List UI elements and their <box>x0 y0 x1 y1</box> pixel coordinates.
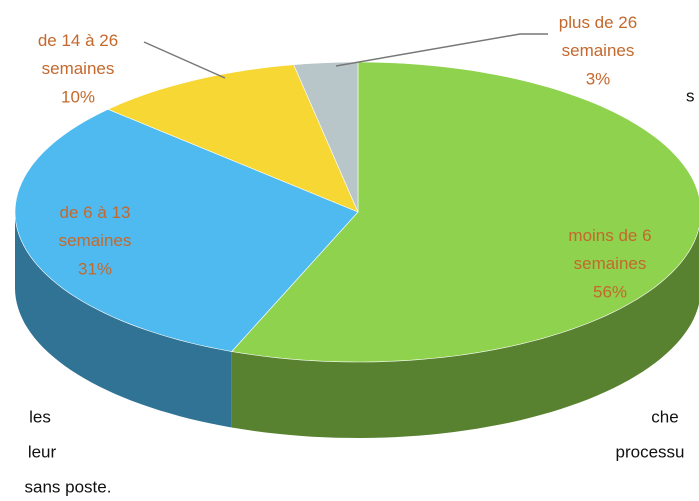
slice-label: moins de 6 semaines <box>568 226 651 273</box>
page-text: sans poste. <box>25 477 112 496</box>
page-text: leur <box>28 442 57 461</box>
page-text: processu <box>616 442 685 461</box>
slice-side <box>15 212 232 428</box>
slice-label: de 14 à 26 semaines <box>38 31 118 78</box>
page-text: s <box>686 86 695 105</box>
slice-value-label: 56% <box>593 282 627 301</box>
slice-label: de 6 à 13 semaines <box>59 203 132 250</box>
slice <box>293 61 359 213</box>
slice-value-label: 31% <box>78 259 112 278</box>
leader-line <box>335 33 548 67</box>
page-text: les <box>29 407 51 426</box>
slice-value-label: 10% <box>61 87 95 106</box>
slice-value-label: 3% <box>586 69 611 88</box>
slice-side <box>231 227 699 438</box>
slice <box>231 61 699 363</box>
page-text: che <box>651 407 678 426</box>
slice <box>14 108 359 352</box>
slice-label: plus de 26 semaines <box>559 13 637 60</box>
slice <box>107 64 359 213</box>
leader-line <box>143 41 226 79</box>
